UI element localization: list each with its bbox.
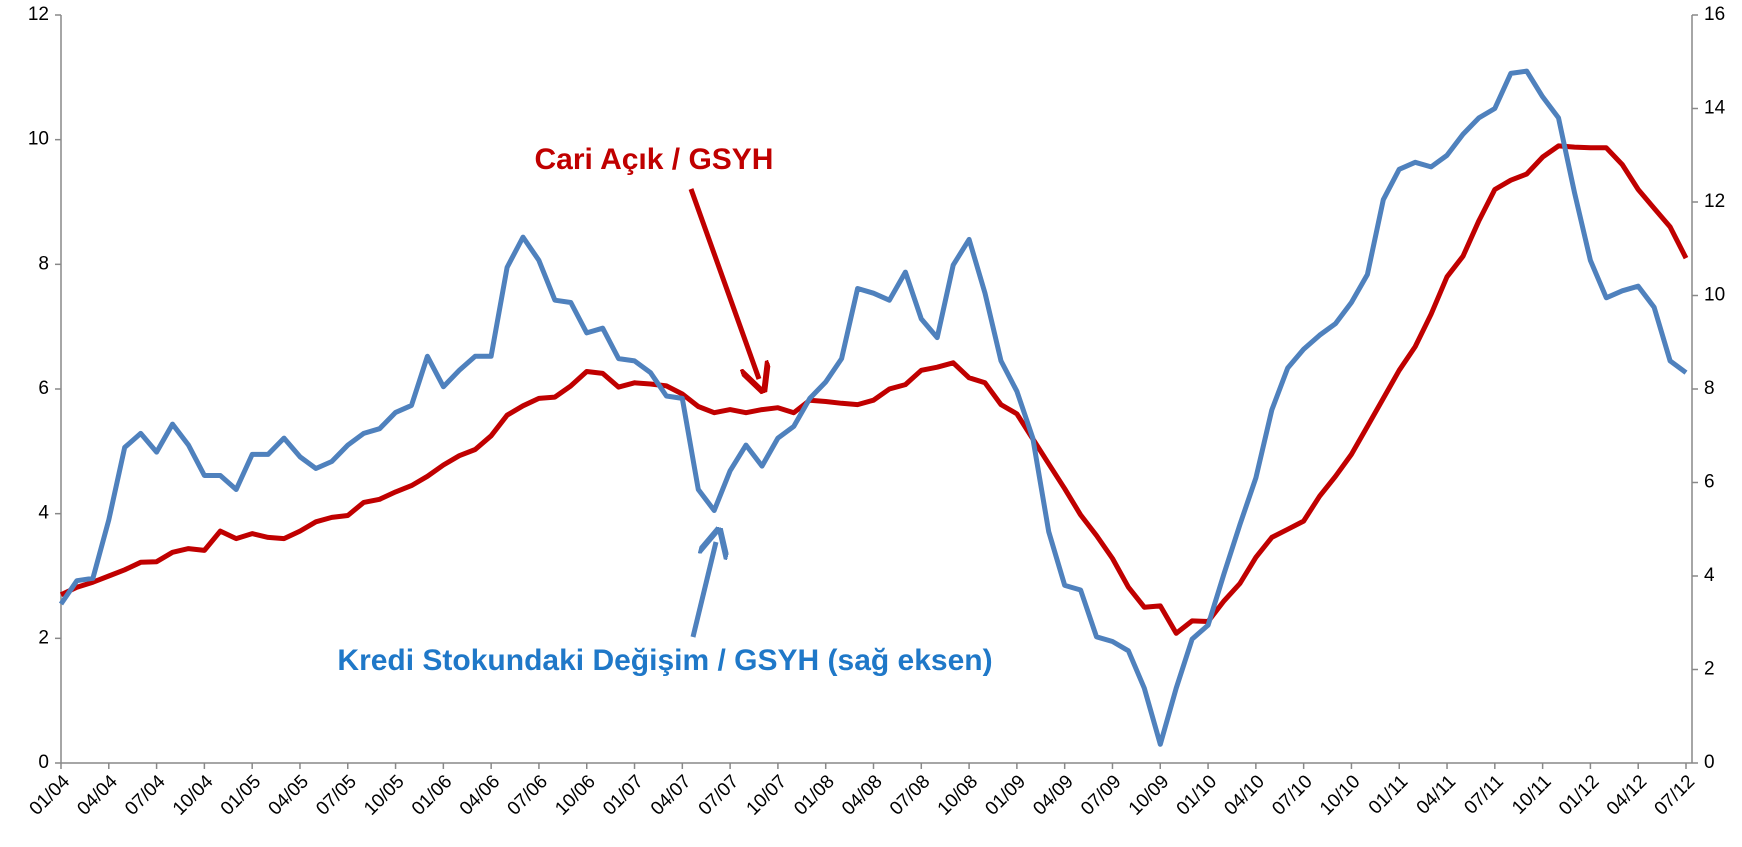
x-tick-label: 10/04 — [169, 771, 218, 820]
y2-tick-label: 0 — [1704, 752, 1715, 773]
y2-tick-label: 2 — [1704, 659, 1715, 680]
x-tick-label: 10/11 — [1508, 771, 1555, 818]
x-tick-label: 10/09 — [1125, 771, 1173, 819]
x-tick-label: 10/05 — [360, 771, 408, 819]
x-tick-label: 10/10 — [1316, 771, 1364, 819]
arrow — [690, 542, 716, 638]
x-tick-label: 07/05 — [312, 771, 360, 819]
x-tick-label: 01/09 — [981, 771, 1029, 819]
x-tick-label: 04/04 — [73, 771, 122, 820]
series-line — [59, 143, 1689, 636]
x-tick-label: 10/06 — [551, 771, 599, 819]
x-tick-label: 01/10 — [1173, 771, 1221, 819]
y2-tick-label: 16 — [1704, 4, 1725, 25]
x-tick-label: 10/07 — [743, 771, 791, 819]
x-tick-label: 01/08 — [790, 771, 838, 819]
x-tick-label: 04/07 — [647, 771, 695, 819]
x-tick-label: 10/08 — [934, 771, 982, 819]
x-tick-label: 07/10 — [1268, 771, 1316, 819]
y-tick-label: 2 — [38, 627, 49, 648]
x-tick-label: 01/11 — [1365, 771, 1412, 818]
x-tick-label: 07/09 — [1077, 771, 1125, 819]
y2-tick-label: 10 — [1704, 285, 1725, 306]
x-tick-label: 01/06 — [408, 771, 456, 819]
x-tick-label: 04/06 — [456, 771, 504, 819]
y2-tick-label: 14 — [1704, 98, 1726, 119]
y2-tick-label: 6 — [1704, 472, 1715, 493]
x-tick-label: 01/12 — [1555, 771, 1603, 819]
series-label: Cari Açık / GSYH — [535, 143, 774, 176]
y2-tick-label: 8 — [1704, 378, 1715, 399]
y-tick-label: 12 — [28, 4, 49, 25]
y2-tick-label: 12 — [1704, 191, 1725, 212]
y-tick-label: 8 — [38, 253, 49, 274]
x-tick-label: 07/12 — [1651, 771, 1699, 819]
x-tick-label: 04/09 — [1029, 771, 1077, 819]
y-tick-label: 6 — [38, 378, 49, 399]
series-line — [58, 68, 1688, 747]
x-tick-label: 01/04 — [26, 771, 75, 820]
series-label: Kredi Stokundaki Değişim / GSYH (sağ eks… — [337, 644, 992, 677]
x-tick-label: 04/05 — [265, 771, 313, 819]
y2-tick-label: 4 — [1704, 565, 1715, 586]
x-tick-label: 07/08 — [886, 771, 934, 819]
y-tick-label: 10 — [28, 129, 49, 150]
x-tick-label: 04/08 — [838, 771, 886, 819]
y-tick-label: 0 — [38, 752, 49, 773]
x-tick-label: 04/11 — [1413, 771, 1460, 818]
x-tick-label: 01/05 — [217, 771, 265, 819]
arrow — [688, 188, 759, 379]
x-tick-label: 01/07 — [599, 771, 647, 819]
y-tick-label: 4 — [38, 503, 49, 524]
x-tick-label: 07/11 — [1460, 771, 1507, 818]
x-tick-label: 07/06 — [504, 771, 552, 819]
x-tick-label: 07/07 — [695, 771, 743, 819]
x-tick-label: 04/12 — [1603, 771, 1651, 819]
x-tick-label: 07/04 — [121, 771, 170, 820]
x-tick-label: 04/10 — [1220, 771, 1268, 819]
